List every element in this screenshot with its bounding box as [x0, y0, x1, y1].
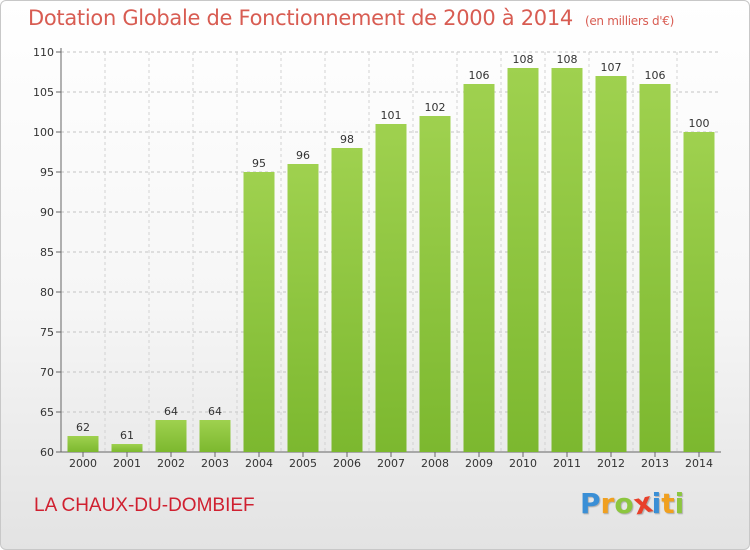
chart-title-text: Dotation Globale de Fonctionnement de 20… — [28, 6, 573, 30]
bar-2005 — [287, 164, 319, 452]
data-label-2000: 62 — [76, 421, 90, 434]
data-label-2014: 100 — [689, 117, 710, 130]
x-tick-label-2000: 2000 — [69, 457, 97, 470]
chart-title: Dotation Globale de Fonctionnement de 20… — [28, 6, 674, 30]
data-label-2005: 96 — [296, 149, 310, 162]
x-tick-label-2014: 2014 — [685, 457, 713, 470]
data-label-2008: 102 — [425, 101, 446, 114]
bar-2012 — [595, 76, 627, 452]
proxiti-logo: Proxiti — [580, 485, 685, 521]
logo-letter: o — [614, 487, 634, 520]
y-tick-label: 70 — [40, 366, 54, 379]
logo-letter: i — [674, 487, 685, 520]
data-label-2003: 64 — [208, 405, 222, 418]
x-tick-label-2013: 2013 — [641, 457, 669, 470]
y-tick-label: 95 — [40, 166, 54, 179]
data-label-2011: 108 — [557, 53, 578, 66]
bar-2003 — [199, 420, 231, 452]
data-label-2002: 64 — [164, 405, 178, 418]
x-tick-label-2007: 2007 — [377, 457, 405, 470]
y-tick-label: 60 — [40, 446, 54, 459]
x-tick-label-2009: 2009 — [465, 457, 493, 470]
y-tick-label: 75 — [40, 326, 54, 339]
bar-2002 — [155, 420, 187, 452]
bar-2001 — [111, 444, 143, 452]
data-label-2012: 107 — [601, 61, 622, 74]
bar-2006 — [331, 148, 363, 452]
x-tick-label-2006: 2006 — [333, 457, 361, 470]
y-tick-label: 80 — [40, 286, 54, 299]
data-label-2013: 106 — [645, 69, 666, 82]
x-tick-label-2010: 2010 — [509, 457, 537, 470]
y-tick-label: 105 — [33, 86, 54, 99]
logo-letter: i — [651, 487, 662, 520]
bar-2004 — [243, 172, 275, 452]
bar-2011 — [551, 68, 583, 452]
axis-layer: 60 65 70 75 80 85 90 95 100 105 110 2000 2001 2002 200… — [33, 46, 721, 470]
bar-2009 — [463, 84, 495, 452]
bar-2010 — [507, 68, 539, 452]
chart-subtitle: (en milliers d'€) — [584, 14, 674, 28]
bar-layer — [67, 68, 715, 452]
logo-letter: P — [580, 487, 601, 520]
x-tick-label-2003: 2003 — [201, 457, 229, 470]
bar-2007 — [375, 124, 407, 452]
x-tick-label-2001: 2001 — [113, 457, 141, 470]
x-tick-label-2002: 2002 — [157, 457, 185, 470]
x-tick-label-2008: 2008 — [421, 457, 449, 470]
bar-2013 — [639, 84, 671, 452]
data-label-2009: 106 — [469, 69, 490, 82]
bar-2008 — [419, 116, 451, 452]
label-layer: 62 61 64 64 95 96 98 101 102 106 108 108 107 106 100 — [76, 53, 710, 442]
y-tick-label: 100 — [33, 126, 54, 139]
y-tick-label: 90 — [40, 206, 54, 219]
y-tick-label: 110 — [33, 46, 54, 59]
logo-letter: r — [600, 487, 615, 520]
data-label-2001: 61 — [120, 429, 134, 442]
y-tick-label: 65 — [40, 406, 54, 419]
x-tick-label-2004: 2004 — [245, 457, 273, 470]
commune-name: LA CHAUX-DU-DOMBIEF — [34, 495, 255, 516]
data-label-2006: 98 — [340, 133, 354, 146]
data-label-2004: 95 — [252, 157, 266, 170]
bar-2000 — [67, 436, 99, 452]
x-tick-label-2012: 2012 — [597, 457, 625, 470]
logo-letter: t — [661, 487, 675, 520]
y-tick-label: 85 — [40, 246, 54, 259]
data-label-2007: 101 — [381, 109, 402, 122]
bar-2014 — [683, 132, 715, 452]
x-tick-label-2005: 2005 — [289, 457, 317, 470]
x-tick-label-2011: 2011 — [553, 457, 581, 470]
data-label-2010: 108 — [513, 53, 534, 66]
